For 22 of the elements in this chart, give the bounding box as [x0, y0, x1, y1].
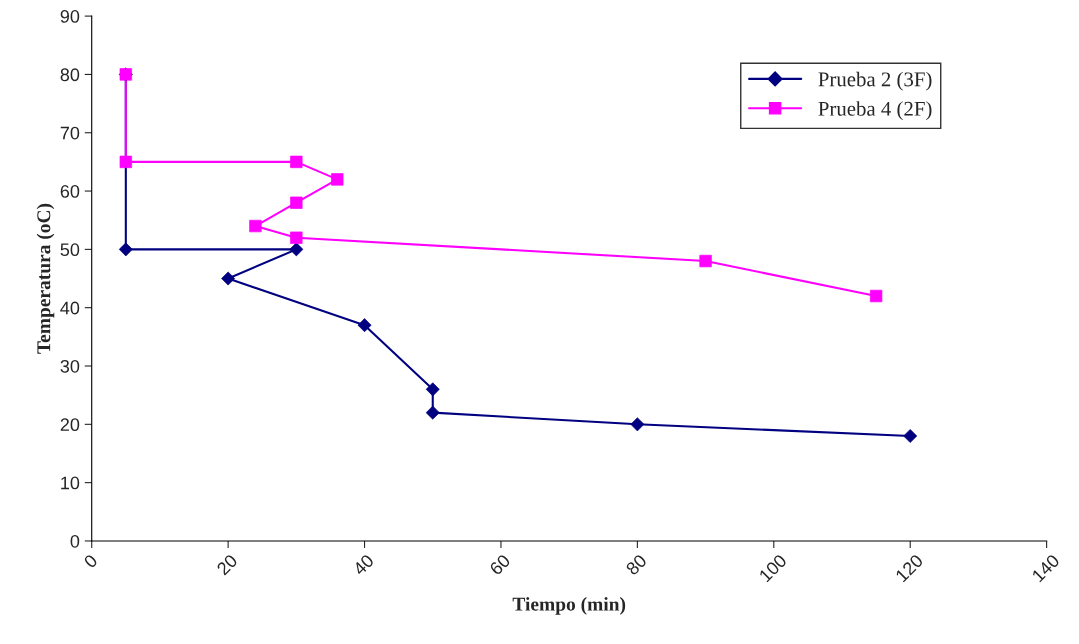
- y-tick-label: 50: [60, 243, 80, 257]
- x-tick-label: 120: [894, 553, 924, 583]
- x-tick-label: 0: [83, 553, 99, 569]
- x-tick-label: 40: [352, 553, 375, 577]
- x-tick-label: 60: [488, 553, 511, 576]
- x-tick-label: 140: [1031, 553, 1061, 583]
- y-tick-label: 20: [60, 418, 80, 432]
- x-tick-label: 20: [216, 553, 239, 576]
- x-axis-title: Tiempo (min): [512, 597, 626, 615]
- y-tick-label: 60: [60, 184, 80, 198]
- x-tick-label: 100: [758, 553, 788, 583]
- y-tick-label: 90: [60, 10, 80, 23]
- legend-label: Prueba 2 (3F): [818, 71, 932, 91]
- y-tick-label: 70: [60, 126, 80, 140]
- y-axis-title: Temperatura (oC): [36, 203, 55, 354]
- y-tick-label: 40: [60, 301, 80, 315]
- y-tick-label: 80: [60, 68, 80, 82]
- y-tick-label: 30: [60, 359, 80, 373]
- y-tick-label: 10: [61, 476, 80, 490]
- x-tick-label: 80: [625, 553, 648, 576]
- legend-label: Prueba 4 (2F): [818, 101, 932, 121]
- y-tick-label: 0: [70, 534, 80, 548]
